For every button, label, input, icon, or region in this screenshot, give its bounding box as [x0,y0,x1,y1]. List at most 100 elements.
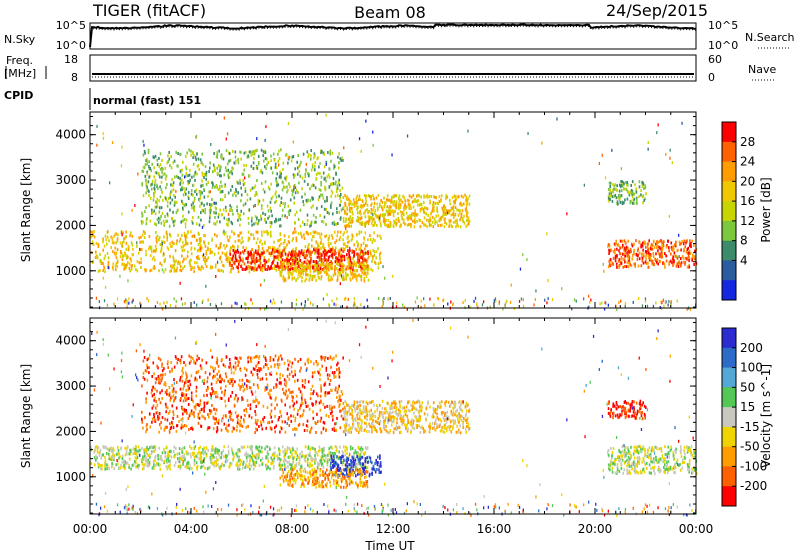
power-speckle-cell [331,299,333,303]
power-echo-cell [620,261,623,265]
power-echo-cell [349,215,351,219]
power-echo-cell [307,263,310,267]
power-echo-cell [413,200,415,204]
power-echo-cell [343,258,346,262]
power-colorbar-segment [722,181,736,202]
power-echo-cell [320,259,322,263]
power-echo-cell [452,216,455,220]
power-echo-cell [151,182,153,186]
power-echo-cell [295,268,298,272]
power-echo-cell [94,256,97,260]
power-echo-cell [622,257,625,261]
power-echo-cell [346,197,348,201]
velocity-echo-cell [273,454,276,458]
power-echo-cell [198,223,201,227]
power-echo-cell [327,258,330,262]
power-echo-cell [205,252,208,256]
power-echo-cell [240,258,242,262]
power-echo-cell [344,211,347,215]
power-echo-cell [641,184,644,188]
power-echo-cell [338,210,341,214]
power-echo-cell [146,217,148,221]
power-echo-cell [249,197,252,201]
power-echo-cell [346,230,348,234]
power-echo-cell [624,260,626,264]
power-echo-cell [224,193,226,197]
velocity-echo-cell [283,457,286,461]
power-echo-cell [209,206,212,209]
power-echo-cell [141,214,144,218]
power-echo-cell [324,185,326,189]
power-echo-cell [327,173,330,177]
power-echo-cell [659,239,661,243]
velocity-echo-cell [121,457,124,460]
power-echo-cell [243,182,246,185]
velocity-echo-cell [289,463,291,467]
power-echo-cell [223,216,226,220]
power-echo-cell [131,263,133,267]
power-echo-cell [333,165,336,168]
power-echo-cell [366,251,368,255]
power-echo-cell [612,250,615,254]
power-echo-cell [235,189,237,193]
power-speckle-cell [259,307,261,311]
power-echo-cell [321,253,323,257]
power-echo-cell [267,231,269,235]
power-echo-cell [153,175,155,179]
power-echo-cell [217,251,220,255]
power-echo-cell [168,151,170,154]
power-echo-cell [232,248,235,252]
velocity-echo-cell [212,448,215,452]
power-echo-cell [227,191,230,195]
power-echo-cell [299,274,301,278]
velocity-echo-cell [105,446,107,450]
power-echo-cell [637,249,639,253]
power-echo-cell [190,192,193,196]
power-echo-cell [301,176,304,180]
velocity-echo-cell [193,461,196,465]
power-echo-cell [337,250,340,254]
power-echo-cell [293,187,295,191]
power-echo-cell [277,152,279,156]
power-echo-cell [415,199,417,203]
power-echo-cell [185,174,187,178]
power-speckle-cell [214,201,216,205]
power-echo-cell [148,165,150,169]
velocity-echo-cell [357,445,360,449]
power-echo-cell [459,211,461,215]
power-speckle-cell [248,221,250,225]
velocity-echo-cell [186,462,188,466]
power-echo-cell [233,245,236,249]
velocity-echo-cell [232,457,234,461]
power-echo-cell [688,259,690,263]
power-speckle-cell [663,304,665,308]
velocity-echo-cell [273,464,275,468]
power-echo-cell [102,240,104,244]
velocity-echo-cell [212,463,214,466]
power-speckle-cell [467,129,469,133]
velocity-echo-cell [292,459,295,463]
velocity-echo-cell [95,458,97,462]
power-echo-cell [297,232,300,236]
velocity-echo-cell [154,459,156,463]
power-speckle-cell [647,141,649,144]
power-echo-cell [691,239,693,243]
power-echo-cell [247,250,250,254]
power-echo-cell [379,202,381,206]
velocity-echo-cell [359,461,361,465]
velocity-echo-cell [165,465,168,468]
power-echo-cell [148,247,150,251]
power-speckle-cell [669,148,671,152]
power-echo-cell [216,220,218,224]
power-echo-cell [281,258,284,262]
power-echo-cell [388,225,391,229]
velocity-echo-cell [115,463,118,467]
power-speckle-cell [201,173,204,177]
power-echo-cell [220,190,223,194]
power-echo-cell [264,241,266,245]
power-echo-cell [167,160,169,164]
velocity-echo-cell [320,455,323,459]
power-echo-cell [196,172,198,176]
power-echo-cell [410,206,412,210]
power-echo-cell [191,206,193,210]
